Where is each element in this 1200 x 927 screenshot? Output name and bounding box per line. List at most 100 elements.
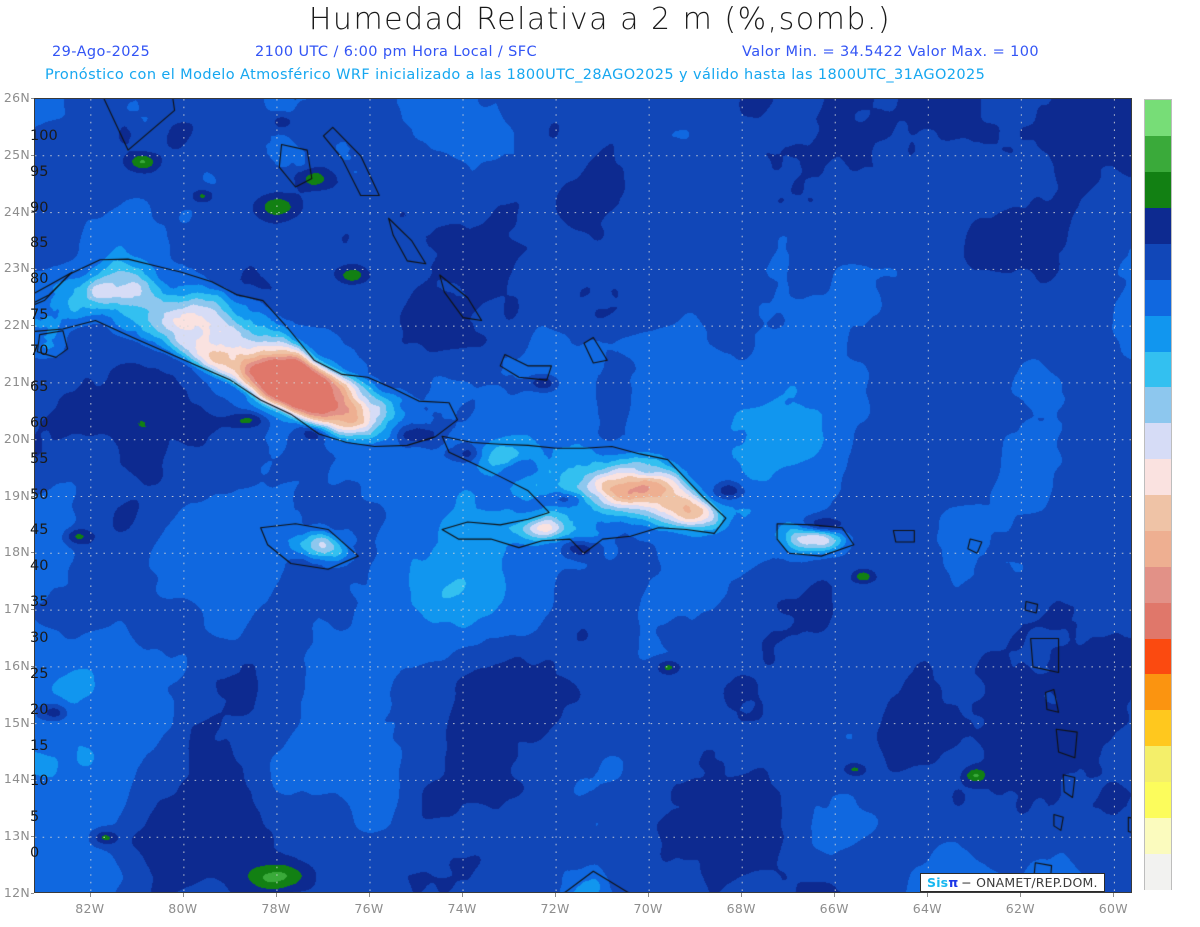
- map-header: Humedad Relativa a 2 m (%,somb.) 29-Ago-…: [0, 0, 1200, 92]
- colorbar-swatch: [1145, 315, 1171, 352]
- lat-tick-label: 14N: [3, 771, 30, 787]
- forecast-time: 2100 UTC / 6:00 pm Hora Local / SFC: [255, 44, 538, 60]
- colorbar-tick-label: 50: [30, 486, 49, 503]
- lat-tick-label: 17N: [3, 601, 30, 617]
- colorbar-swatch: [1145, 135, 1171, 173]
- lat-tick-label: 25N: [3, 146, 30, 162]
- colorbar-tick-label: 15: [30, 737, 49, 754]
- colorbar-tick-label: 95: [30, 163, 49, 180]
- forecast-date: 29-Ago-2025: [52, 44, 151, 60]
- colorbar-swatch: [1145, 853, 1171, 890]
- colorbar-tick-label: 10: [30, 773, 49, 790]
- colorbar-swatch: [1145, 566, 1171, 603]
- colorbar-swatch: [1145, 673, 1171, 711]
- lon-tick-label: 76W: [354, 901, 384, 916]
- colorbar-tick-label: 20: [30, 701, 49, 718]
- lon-tick-label: 78W: [261, 901, 291, 916]
- colorbar-swatch: [1145, 279, 1171, 316]
- lon-tick-label: 72W: [540, 901, 570, 916]
- lon-tickmark: [555, 893, 557, 897]
- colorbar-tick-label: 0: [30, 845, 40, 862]
- humidity-heatmap-canvas: [35, 99, 1131, 892]
- colorbar-swatch: [1145, 817, 1171, 854]
- lon-tick-label: 70W: [633, 901, 663, 916]
- lat-tick-label: 21N: [3, 373, 30, 389]
- logo-org-text: − ONAMET/REP.DOM.: [961, 875, 1098, 890]
- lat-tickmark: [31, 211, 34, 213]
- lat-tick-label: 23N: [3, 260, 30, 276]
- lat-tick-label: 12N: [3, 885, 30, 900]
- colorbar-tick-label: 70: [30, 343, 49, 360]
- lon-tick-label: 68W: [726, 901, 756, 916]
- lat-tickmark: [31, 779, 34, 781]
- colorbar-swatch: [1145, 207, 1171, 245]
- lon-tickmark: [1020, 893, 1022, 897]
- lon-tickmark: [182, 893, 184, 897]
- lat-tick-label: 18N: [3, 544, 30, 560]
- lon-tickmark: [834, 893, 836, 897]
- lon-tick-label: 64W: [912, 901, 942, 916]
- colorbar-tick-label: 60: [30, 414, 49, 431]
- lat-tickmark: [31, 836, 34, 838]
- lon-tickmark: [89, 893, 91, 897]
- lat-tick-label: 13N: [3, 828, 30, 844]
- colorbar-swatch: [1145, 530, 1171, 567]
- lat-tickmark: [31, 381, 34, 383]
- lon-tickmark: [462, 893, 464, 897]
- lon-tick-label: 82W: [75, 901, 105, 916]
- lat-tickmark: [31, 893, 34, 894]
- lat-tick-label: 24N: [3, 203, 30, 219]
- lon-tick-label: 62W: [1005, 901, 1035, 916]
- lon-tick-label: 60W: [1098, 901, 1128, 916]
- colorbar-tick-label: 5: [30, 809, 40, 826]
- colorbar-tick-label: 80: [30, 271, 49, 288]
- lat-tickmark: [31, 325, 34, 327]
- colorbar-tick-label: 55: [30, 450, 49, 467]
- lat-tick-label: 20N: [3, 430, 30, 446]
- colorbar-swatch: [1145, 171, 1171, 209]
- subtitle-line-2: Pronóstico con el Modelo Atmosférico WRF…: [0, 67, 1200, 85]
- lat-tick-label: 16N: [3, 657, 30, 673]
- colorbar-tick-label: 65: [30, 378, 49, 395]
- lon-tickmark: [368, 893, 370, 897]
- map-plot-area: [34, 98, 1132, 893]
- logo-pi-symbol: π: [948, 875, 959, 890]
- colorbar-swatch: [1145, 637, 1171, 675]
- onamet-logo-badge: Sis π − ONAMET/REP.DOM.: [920, 873, 1105, 892]
- colorbar-tick-label: 90: [30, 199, 49, 216]
- colorbar-swatch: [1145, 458, 1171, 496]
- lat-tickmark: [31, 495, 34, 497]
- lon-tickmark: [741, 893, 743, 897]
- colorbar-swatch: [1145, 100, 1171, 137]
- page-title: Humedad Relativa a 2 m (%,somb.): [308, 2, 892, 37]
- lon-tick-label: 74W: [447, 901, 477, 916]
- colorbar-swatch: [1145, 709, 1171, 747]
- logo-sis-text: Sis: [927, 875, 949, 890]
- colorbar-tick-label: 35: [30, 594, 49, 611]
- lon-tick-label: 80W: [168, 901, 198, 916]
- colorbar-swatch: [1145, 494, 1171, 531]
- value-min-max: Valor Min. = 34.5422 Valor Max. = 100: [742, 44, 1040, 60]
- colorbar-tick-label: 85: [30, 235, 49, 252]
- colorbar-tick-label: 30: [30, 629, 49, 646]
- lat-tickmark: [31, 438, 34, 440]
- lat-tickmark: [31, 98, 34, 99]
- colorbar-swatch: [1145, 602, 1171, 639]
- colorbar-swatch: [1145, 351, 1171, 388]
- lat-tick-label: 22N: [3, 317, 30, 333]
- lat-tickmark: [31, 665, 34, 667]
- lat-tickmark: [31, 722, 34, 724]
- lat-tickmark: [31, 552, 34, 554]
- lat-tick-label: 15N: [3, 714, 30, 730]
- colorbar-swatch: [1145, 243, 1171, 280]
- model-note: Pronóstico con el Modelo Atmosférico WRF…: [45, 67, 986, 83]
- lon-tickmark: [648, 893, 650, 897]
- humidity-colorbar: [1144, 99, 1172, 890]
- lat-tickmark: [31, 154, 34, 156]
- colorbar-swatch: [1145, 745, 1171, 782]
- lat-tick-label: 26N: [3, 90, 30, 105]
- colorbar-tick-label: 75: [30, 307, 49, 324]
- colorbar-tick-label: 40: [30, 558, 49, 575]
- lat-tick-label: 19N: [3, 487, 30, 503]
- lon-tickmark: [927, 893, 929, 897]
